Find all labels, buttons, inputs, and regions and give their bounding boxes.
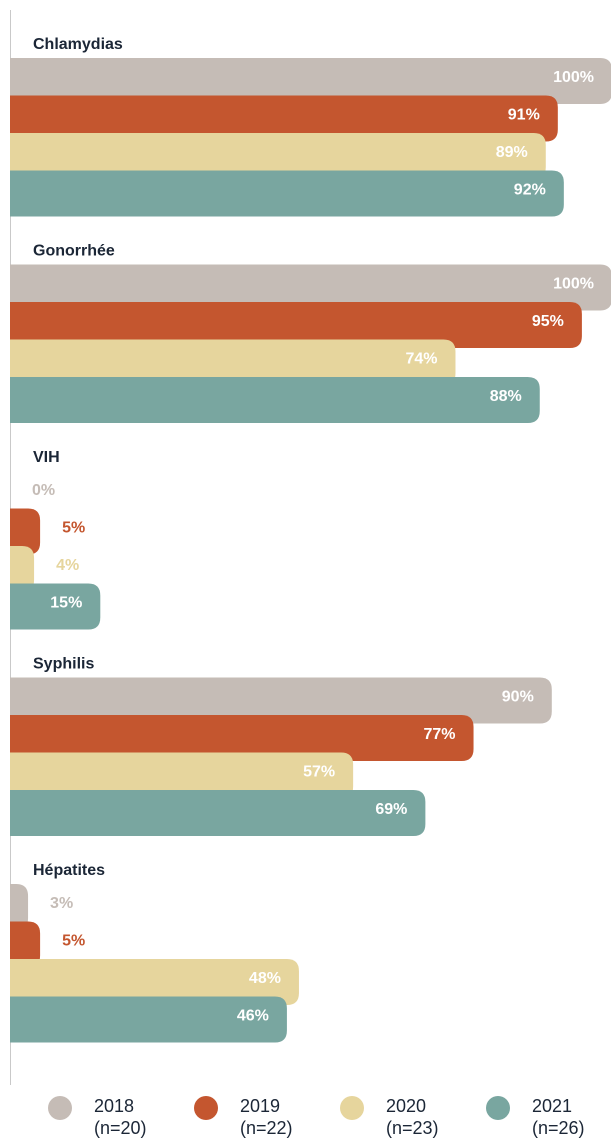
value-label: 57% (303, 764, 335, 781)
bar (10, 583, 101, 630)
value-label: 91% (508, 107, 540, 124)
category-label: VIH (33, 449, 60, 466)
bar (10, 996, 287, 1043)
legend-label: 2019 (240, 1096, 280, 1116)
value-label: 69% (375, 801, 407, 818)
bar (10, 921, 41, 968)
value-label: 88% (490, 388, 522, 405)
bar (10, 959, 299, 1005)
legend-note: (n=22) (240, 1118, 293, 1138)
legend-note: (n=26) (532, 1118, 585, 1138)
legend-swatch (194, 1096, 218, 1120)
value-label: 100% (553, 276, 594, 293)
legend-label: 2020 (386, 1096, 426, 1116)
value-label: 0% (32, 482, 55, 499)
value-label: 15% (50, 595, 82, 612)
bar (10, 546, 35, 592)
value-label: 4% (56, 557, 79, 574)
bar (10, 133, 546, 179)
bar (10, 752, 354, 799)
bar (10, 677, 552, 724)
bar (10, 715, 474, 761)
category-label: Gonorrhée (33, 243, 115, 260)
bar (10, 170, 564, 217)
value-label: 5% (62, 933, 85, 950)
bar (10, 264, 611, 311)
value-label: 90% (502, 689, 534, 706)
legend-swatch (486, 1096, 510, 1120)
category-label: Chlamydias (33, 36, 123, 53)
legend-swatch (340, 1096, 364, 1120)
value-label: 89% (496, 144, 528, 161)
legend-note: (n=23) (386, 1118, 439, 1138)
value-label: 74% (405, 351, 437, 368)
category-label: Hépatites (33, 862, 105, 879)
legend-note: (n=20) (94, 1118, 147, 1138)
value-label: 95% (532, 313, 564, 330)
legend-swatch (48, 1096, 72, 1120)
value-label: 5% (62, 520, 85, 537)
value-label: 100% (553, 69, 594, 86)
category-label: Syphilis (33, 656, 94, 673)
value-label: 77% (424, 726, 456, 743)
bar (10, 884, 29, 930)
bar (10, 790, 426, 836)
bar (10, 58, 611, 104)
value-label: 46% (237, 1008, 269, 1025)
bar (10, 302, 582, 348)
legend-label: 2018 (94, 1096, 134, 1116)
bar (10, 377, 540, 423)
value-label: 92% (514, 182, 546, 199)
bar (10, 339, 456, 386)
legend-label: 2021 (532, 1096, 572, 1116)
bar (10, 95, 558, 142)
value-label: 48% (249, 970, 281, 987)
bar (10, 508, 41, 555)
value-label: 3% (50, 895, 73, 912)
